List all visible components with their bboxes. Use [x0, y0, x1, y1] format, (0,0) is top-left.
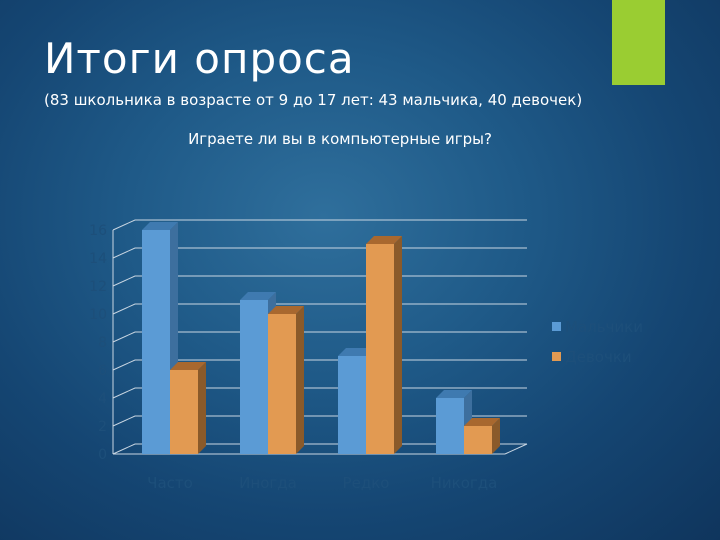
gridline: [112, 219, 527, 231]
y-tick-label: 10: [89, 307, 107, 323]
bar-boys: [142, 230, 170, 454]
bar-top: [170, 362, 206, 370]
chart-title: Играете ли вы в компьютерные игры?: [188, 130, 492, 148]
bar-top: [366, 236, 402, 244]
x-axis-depth: [504, 443, 528, 455]
slide-title: Итоги опроса: [44, 34, 355, 83]
x-category-label: Никогда: [431, 474, 498, 492]
bar-side: [198, 362, 206, 454]
y-tick-label: 16: [89, 223, 107, 239]
bar-boys: [338, 356, 366, 454]
legend-swatch: [552, 322, 561, 331]
x-category-label: Иногда: [239, 474, 297, 492]
bar-top: [268, 306, 304, 314]
legend-label: Мальчики: [565, 318, 643, 336]
y-tick-label: 6: [98, 363, 107, 379]
x-category-label: Редко: [343, 474, 390, 492]
slide-subtitle: (83 школьника в возрасте от 9 до 17 лет:…: [44, 91, 583, 109]
bar-girls: [366, 244, 394, 454]
y-tick-label: 2: [98, 419, 107, 435]
bar-girls: [268, 314, 296, 454]
bar-top: [464, 418, 500, 426]
bar-top: [338, 348, 374, 356]
y-tick-label: 4: [98, 391, 107, 407]
y-tick-label: 8: [98, 335, 107, 351]
x-category-label: Часто: [147, 474, 193, 492]
y-tick-label: 12: [89, 279, 107, 295]
bar-boys: [436, 398, 464, 454]
legend-label: Девочки: [565, 348, 632, 366]
y-tick-label: 14: [89, 251, 107, 267]
legend-swatch: [552, 352, 561, 361]
bar-boys: [240, 300, 268, 454]
bar-girls: [170, 370, 198, 454]
accent-bar: [612, 0, 665, 85]
bar-side: [492, 418, 500, 454]
bar-side: [296, 306, 304, 454]
bar-side: [394, 236, 402, 454]
bar-girls: [464, 426, 492, 454]
bar-top: [240, 292, 276, 300]
bar-top: [436, 390, 472, 398]
y-tick-label: 0: [98, 447, 107, 463]
bar-top: [142, 222, 178, 230]
